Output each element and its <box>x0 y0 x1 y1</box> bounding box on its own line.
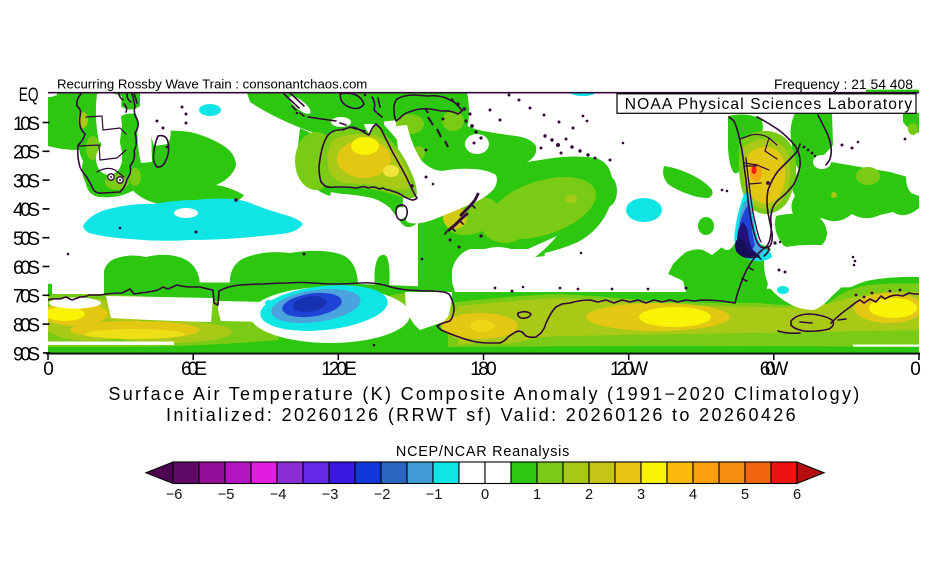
svg-text:120W: 120W <box>610 359 648 380</box>
svg-text:0: 0 <box>910 359 921 380</box>
svg-text:−3: −3 <box>322 487 339 503</box>
svg-text:60E: 60E <box>181 359 207 380</box>
svg-text:60W: 60W <box>760 359 789 380</box>
svg-text:Recurring Rossby Wave Train :: Recurring Rossby Wave Train : consonantc… <box>57 77 367 92</box>
svg-text:20S: 20S <box>13 143 40 164</box>
svg-text:4: 4 <box>689 487 697 503</box>
svg-text:120E: 120E <box>321 359 357 380</box>
svg-text:2: 2 <box>585 487 593 503</box>
svg-text:NCEP/NCAR Reanalysis: NCEP/NCAR Reanalysis <box>396 444 570 460</box>
svg-text:180: 180 <box>470 359 497 380</box>
svg-text:Surface Air Temperature (K) Co: Surface Air Temperature (K) Composite An… <box>108 384 861 404</box>
svg-text:EQ: EQ <box>19 84 39 106</box>
svg-text:3: 3 <box>637 487 645 503</box>
svg-text:Initialized: 20260126 (RRWT sf: Initialized: 20260126 (RRWT sf) Valid: 2… <box>166 405 798 425</box>
svg-text:30S: 30S <box>13 172 40 193</box>
svg-text:80S: 80S <box>13 316 40 337</box>
svg-text:Frequency : 21 54 408: Frequency : 21 54 408 <box>774 76 913 92</box>
svg-text:−2: −2 <box>374 487 391 503</box>
svg-text:40S: 40S <box>13 200 40 221</box>
svg-text:5: 5 <box>741 487 749 503</box>
svg-text:90S: 90S <box>13 345 40 366</box>
svg-text:6: 6 <box>793 487 801 503</box>
svg-text:10S: 10S <box>13 114 40 135</box>
svg-text:70S: 70S <box>13 287 40 308</box>
svg-text:−5: −5 <box>218 487 235 503</box>
svg-text:0: 0 <box>43 359 54 380</box>
svg-text:NOAA Physical Sciences Laborat: NOAA Physical Sciences Laboratory <box>625 96 914 113</box>
svg-text:50S: 50S <box>13 229 40 250</box>
svg-text:−6: −6 <box>166 487 183 503</box>
svg-text:1: 1 <box>533 487 541 503</box>
svg-text:−4: −4 <box>270 487 287 503</box>
svg-text:60S: 60S <box>13 258 40 279</box>
svg-text:0: 0 <box>481 487 489 503</box>
svg-text:−1: −1 <box>426 487 443 503</box>
